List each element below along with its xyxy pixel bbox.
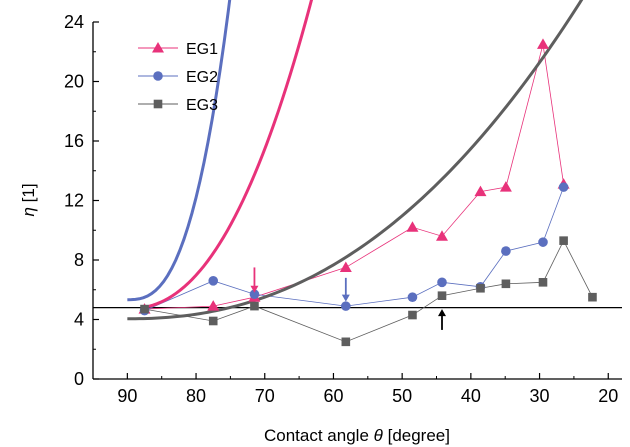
- data-point-eg2: [501, 246, 511, 256]
- x-tick-label: 80: [186, 386, 206, 406]
- series-line-eg2: [144, 186, 564, 311]
- data-point-eg1: [406, 221, 419, 232]
- series-line-eg1: [144, 44, 564, 310]
- data-point-eg3: [476, 283, 485, 293]
- y-tick-label: 12: [64, 191, 84, 211]
- data-point-eg3: [250, 301, 259, 311]
- x-axis-title: Contact angle θ [degree]: [264, 426, 450, 445]
- fit-curve-eg1: [140, 0, 314, 310]
- y-tick-label: 4: [74, 310, 84, 330]
- data-point-eg3: [501, 279, 511, 289]
- annotation-arrowhead: [341, 294, 350, 302]
- data-point-eg3: [140, 304, 149, 314]
- data-point-eg3: [559, 236, 568, 245]
- legend-marker-eg1: [152, 42, 164, 53]
- legend-marker-eg3: [153, 99, 163, 109]
- y-axis-title: η [1]: [19, 183, 38, 216]
- data-point-eg2: [407, 292, 418, 302]
- x-tick-label: 40: [461, 386, 481, 406]
- y-tick-label: 20: [64, 72, 84, 92]
- data-point-eg1: [436, 230, 449, 241]
- data-point-eg2: [538, 237, 548, 247]
- legend-label-eg3: EG3: [186, 97, 218, 114]
- data-point-eg3: [341, 337, 351, 347]
- data-point-eg3: [208, 316, 218, 326]
- data-point-eg1: [474, 185, 487, 197]
- annotation-arrowhead: [250, 285, 259, 293]
- data-point-eg2: [249, 289, 260, 300]
- x-tick-label: 60: [323, 386, 343, 406]
- annotation-arrowhead: [438, 309, 447, 317]
- y-tick-label: 8: [74, 250, 84, 270]
- data-point-eg1: [207, 300, 220, 311]
- data-point-eg1: [536, 38, 549, 49]
- x-tick-label: 50: [392, 386, 412, 406]
- y-tick-label: 0: [74, 369, 84, 389]
- x-tick-label: 30: [530, 386, 550, 406]
- data-point-eg2: [208, 276, 219, 286]
- data-point-eg2: [341, 301, 351, 311]
- data-point-eg3: [588, 292, 597, 302]
- fit-curve-eg2: [127, 0, 232, 302]
- data-point-eg2: [437, 277, 447, 288]
- legend: EG1 EG2 EG3: [138, 41, 218, 114]
- data-point-eg3: [408, 310, 417, 320]
- legend-label-eg1: EG1: [186, 41, 218, 58]
- x-tick-label: 90: [117, 386, 137, 406]
- fit-curve-eg3: [127, 0, 584, 321]
- x-tick-label: 20: [598, 386, 618, 406]
- y-tick-label: 16: [64, 131, 84, 151]
- data-point-eg1: [339, 261, 352, 272]
- data-point-eg2: [558, 182, 569, 192]
- x-tick-label: 70: [255, 386, 275, 406]
- legend-marker-eg2: [153, 71, 163, 81]
- y-tick-label: 24: [64, 12, 84, 32]
- data-point-eg1: [499, 181, 512, 192]
- data-point-eg3: [538, 278, 548, 287]
- legend-label-eg2: EG2: [186, 69, 218, 86]
- data-point-eg3: [437, 291, 447, 300]
